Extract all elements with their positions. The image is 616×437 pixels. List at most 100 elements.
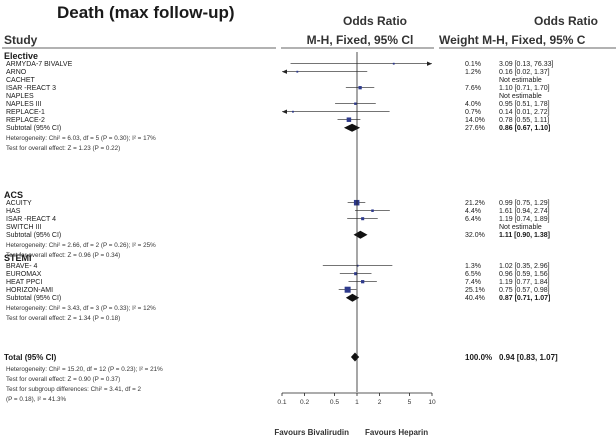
study-mark (348, 280, 377, 284)
study-mark-point (371, 209, 374, 212)
heterogeneity-text: Heterogeneity: Chi² = 6.03, df = 5 (P = … (6, 135, 156, 142)
subtotal-weight: 27.6% (465, 125, 485, 132)
study-name: REPLACE-2 (6, 117, 45, 124)
study-ci: 0.14 [0.01, 2.72] (499, 109, 550, 116)
odds-ratio-plot-header: Odds Ratio (343, 14, 407, 28)
study-ci: Not estimable (499, 77, 542, 84)
study-ci: 3.09 [0.13, 76.33] (499, 61, 554, 68)
study-mark-point (361, 217, 365, 221)
odds-ratio-table-header: Odds Ratio (534, 14, 598, 28)
overall-effect-text: Test for overall effect: Z = 1.23 (P = 0… (6, 145, 120, 152)
study-weight: 7.6% (465, 85, 481, 92)
study-ci: 0.99 [0.75, 1.29] (499, 200, 550, 207)
study-weight: 21.2% (465, 200, 485, 207)
study-column-header: Study (4, 33, 38, 47)
study-mark (335, 102, 376, 105)
study-mark (339, 272, 372, 276)
study-ci: 0.95 [0.51, 1.78] (499, 101, 550, 108)
favours-left-label: Favours Bivalirudin (274, 428, 349, 437)
study-mark-point (392, 62, 395, 65)
subtotal-label: Subtotal (95% CI) (6, 232, 61, 239)
overall-effect-text: Test for overall effect: Z = 0.96 (P = 0… (6, 252, 120, 259)
study-weight: 6.5% (465, 271, 481, 278)
subtotal-weight: 40.4% (465, 295, 485, 302)
study-mark-left-arrow (282, 109, 287, 114)
study-mark-point (296, 70, 299, 73)
x-tick-label: 2 (378, 399, 382, 406)
study-name: NAPLES (6, 93, 34, 100)
subtotal-diamond (353, 230, 368, 239)
chart-title: Death (max follow-up) (57, 3, 235, 22)
study-weight: 6.4% (465, 216, 481, 223)
study-mark-right-arrow (427, 61, 432, 66)
study-weight: 0.1% (465, 61, 481, 68)
study-weight: 7.4% (465, 279, 481, 286)
study-ci: Not estimable (499, 93, 542, 100)
x-tick-label: 1 (355, 399, 359, 406)
study-ci: 0.96 [0.59, 1.56] (499, 271, 550, 278)
x-tick-label: 10 (428, 399, 436, 406)
study-mark-point (358, 86, 362, 90)
study-ci: Not estimable (499, 224, 542, 231)
study-name: HEAT PPCI (6, 279, 42, 286)
study-name: REPLACE-1 (6, 109, 45, 116)
study-weight: 25.1% (465, 287, 485, 294)
study-weight: 14.0% (465, 117, 485, 124)
study-mark (282, 109, 390, 114)
total-ci: 0.94 [0.83, 1.07] (499, 353, 558, 362)
subtotal-weight: 32.0% (465, 232, 485, 239)
study-mark (338, 286, 357, 293)
study-mark (345, 86, 375, 90)
study-name: BRAVE- 4 (6, 263, 37, 270)
study-weight: 1.3% (465, 263, 481, 270)
group-label: Elective (4, 51, 38, 61)
study-mark (347, 217, 378, 221)
subtotal-ci: 0.86 [0.67, 1.10] (499, 125, 550, 132)
x-tick-label: 0.2 (300, 399, 309, 406)
subgroup-differences-text-2: (P = 0.18), I² = 41.3% (6, 396, 66, 403)
subtotal-diamond (345, 293, 360, 302)
study-mark (354, 209, 390, 212)
study-weight: 1.2% (465, 69, 481, 76)
subgroup-differences-text: Test for subgroup differences: Chi² = 3.… (6, 386, 141, 393)
study-mark-left-arrow (282, 69, 287, 74)
study-weight: 4.4% (465, 208, 481, 215)
favours-right-label: Favours Heparin (365, 428, 428, 437)
study-mark (337, 117, 361, 122)
study-ci: 1.19 [0.74, 1.89] (499, 216, 550, 223)
study-mark-point (344, 286, 351, 293)
total-label: Total (95% CI) (4, 353, 57, 362)
study-ci: 0.16 [0.02, 1.37] (499, 69, 550, 76)
heterogeneity-text: Heterogeneity: Chi² = 3.43, df = 3 (P = … (6, 305, 156, 312)
study-weight: 4.0% (465, 101, 481, 108)
study-mark-point (354, 102, 357, 105)
group-label: STEMI (4, 253, 32, 263)
group-label: ACS (4, 190, 23, 200)
study-mark-point (354, 272, 358, 276)
subtotal-label: Subtotal (95% CI) (6, 295, 61, 302)
study-mark (322, 264, 393, 267)
study-mark-point (292, 110, 294, 113)
x-tick-label: 0.5 (330, 399, 339, 406)
study-mark (282, 69, 368, 74)
study-name: CACHET (6, 77, 36, 84)
subtotal-ci: 0.87 [0.71, 1.07] (499, 295, 550, 302)
subtotal-diamond (343, 123, 361, 132)
study-ci: 1.02 [0.35, 2.96] (499, 263, 550, 270)
study-ci: 0.78 [0.55, 1.11] (499, 117, 549, 124)
total-overall-effect-text: Test for overall effect: Z = 0.90 (P = 0… (6, 376, 120, 383)
study-name: HAS (6, 208, 21, 215)
study-name: ACUITY (6, 200, 32, 207)
study-name: ISAR -REACT 4 (6, 216, 56, 223)
study-name: ARMYDA-7 BIVALVE (6, 61, 73, 68)
study-name: NAPLES III (6, 101, 41, 108)
study-mark-point (356, 264, 359, 267)
study-mark-point (346, 117, 352, 122)
study-weight: 0.7% (465, 109, 481, 116)
subtotal-ci: 1.11 [0.90, 1.38] (499, 232, 550, 239)
study-ci: 1.10 [0.71, 1.70] (499, 85, 550, 92)
study-ci: 0.75 [0.57, 0.98] (499, 287, 550, 294)
study-name: EUROMAX (6, 271, 42, 278)
study-mark (290, 61, 432, 66)
